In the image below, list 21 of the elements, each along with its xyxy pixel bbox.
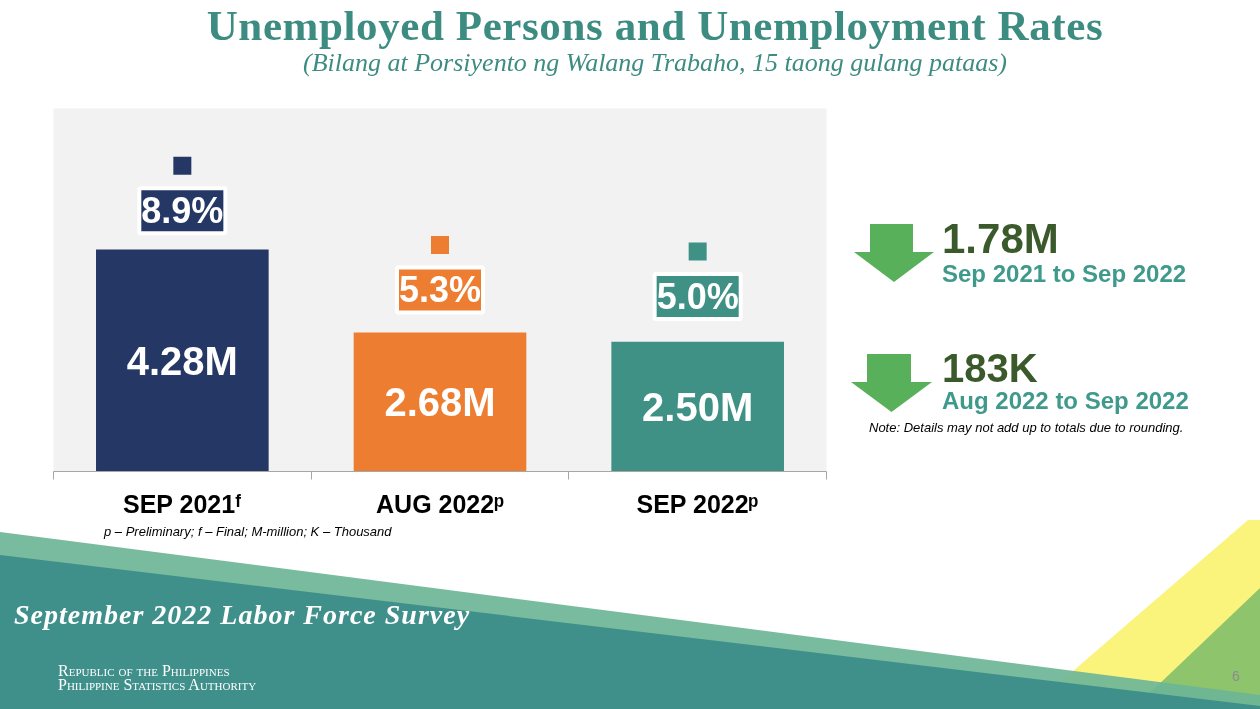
x-tick-label: SEP 2022ᵖ [636, 489, 759, 518]
data-label: 5.0% [656, 276, 739, 317]
text: September 2022 Labor Force Survey [14, 599, 471, 630]
data-label: 2.68M [384, 380, 496, 425]
text: Philippine Statistics Authority [58, 676, 257, 693]
x-tick-label: AUG 2022ᵖ [376, 489, 505, 518]
chart-subtitle: (Bilang at Porsiyento ng Walang Trabaho, 15 taong gulang pataas) [303, 48, 1008, 77]
chart-title: Unemployed Persons and Unemployment Rates [205, 2, 1105, 49]
text: 183K [942, 346, 1038, 390]
data-label: 2.50M [642, 384, 754, 429]
text: 6 [1232, 668, 1240, 684]
text: 1.78M [942, 215, 1059, 262]
text: Republic of the Philippines [58, 662, 230, 679]
text: Aug 2022 to Sep 2022 [942, 387, 1189, 414]
data-label: 5.3% [398, 269, 482, 311]
text: Sep 2021 to Sep 2022 [942, 260, 1187, 287]
x-tick-label: SEP 2021ᶠ [123, 489, 242, 518]
text: p – Preliminary; f – Final; M-million; K – Thousand [104, 524, 392, 539]
text: Note: Details may not add up to totals due to rounding. [869, 420, 1184, 435]
data-label: 4.28M [126, 338, 238, 383]
data-label: 8.9% [141, 190, 224, 232]
